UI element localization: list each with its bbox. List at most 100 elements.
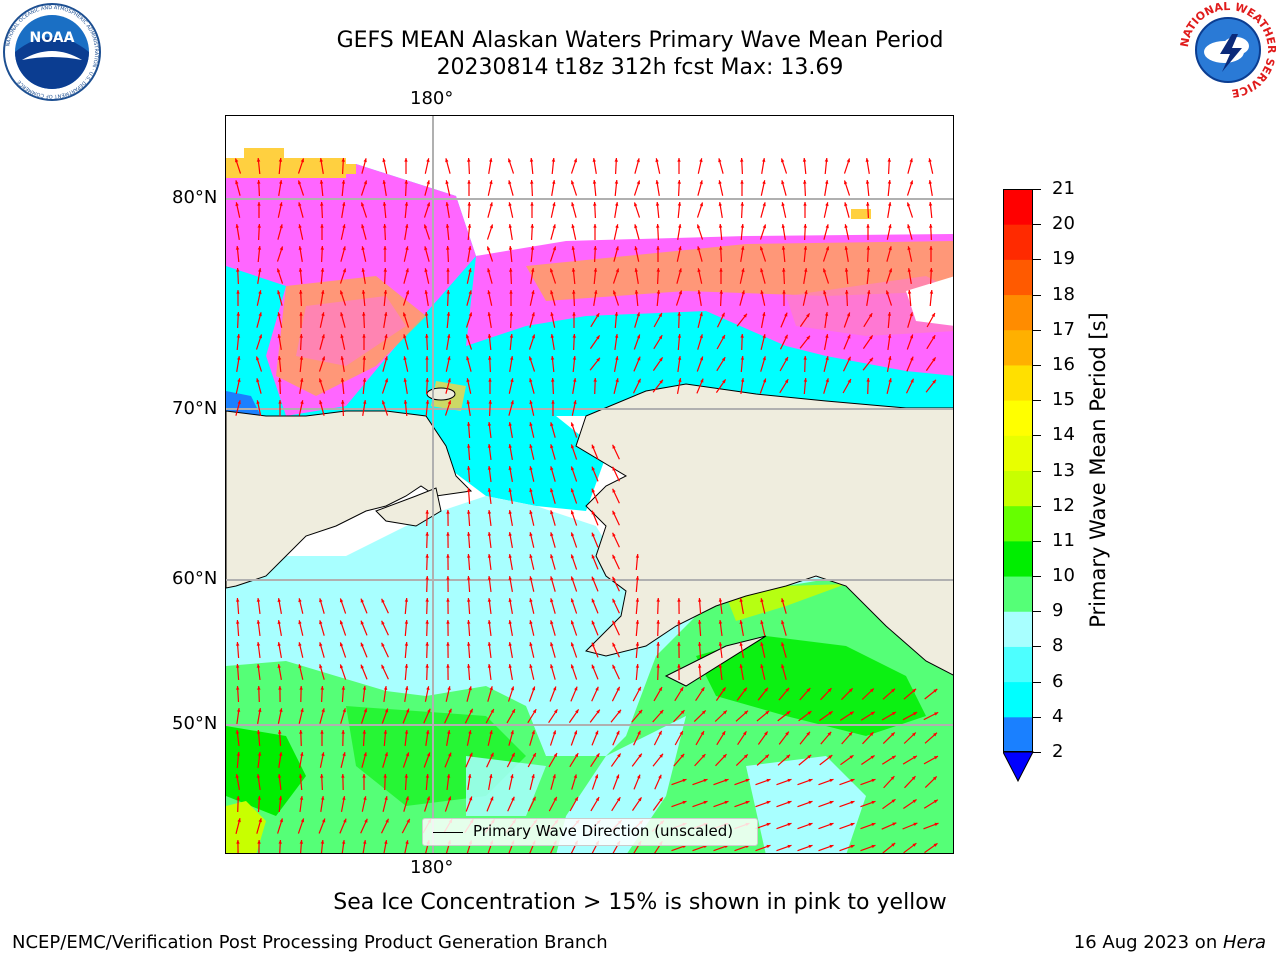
wave-arrow-head — [829, 800, 834, 805]
wave-arrow-head — [596, 709, 600, 714]
wave-arrow-head — [384, 356, 388, 361]
wave-arrow-head — [570, 488, 575, 493]
wave-arrow-head — [866, 378, 870, 382]
wave-arrow-head — [425, 774, 430, 778]
wave-arrow-head — [446, 510, 450, 514]
colorbar-band — [1003, 540, 1033, 577]
wave-arrow-head — [424, 312, 429, 316]
wave-arrow-head — [760, 664, 764, 669]
wave-arrow-head — [762, 180, 766, 185]
wave-arrow-head — [340, 334, 344, 339]
wave-arrow-head — [550, 356, 555, 360]
wave-arrow-head — [762, 224, 766, 229]
wave-arrow-head — [363, 840, 367, 844]
wave-arrow-head — [594, 290, 598, 294]
wave-arrow-head — [426, 202, 430, 207]
wave-arrow-head — [404, 664, 409, 668]
wave-arrow-head — [701, 754, 706, 758]
wave-arrow-head — [655, 202, 660, 206]
wave-arrow-head — [866, 224, 870, 228]
wave-arrow-head — [487, 488, 492, 492]
wave-arrow-head — [340, 356, 344, 360]
wave-arrow-head — [487, 268, 491, 273]
colorbar-tick-label: 9 — [1052, 600, 1064, 622]
wave-arrow-head — [553, 686, 557, 691]
wave-arrow-head — [803, 356, 807, 360]
wave-arrow-head — [382, 202, 387, 206]
wave-arrow-head — [382, 158, 386, 163]
wave-arrow-head — [721, 335, 725, 339]
wave-arrow-head — [490, 709, 494, 713]
wave-arrow-head — [849, 711, 854, 716]
wave-arrow-head — [468, 246, 472, 250]
wave-arrow-head — [591, 620, 595, 625]
wave-arrow-head — [760, 642, 764, 647]
wave-arrow-head — [236, 268, 240, 272]
colorbar-tick — [1033, 576, 1041, 578]
wave-arrow-head — [319, 180, 324, 184]
wave-arrow-head — [679, 731, 683, 735]
wave-arrow-head — [361, 224, 365, 229]
wave-arrow-head — [425, 356, 429, 360]
wave-arrow-head — [468, 290, 472, 295]
wave-arrow-head — [531, 686, 536, 691]
wave-arrow-head — [298, 598, 302, 603]
wave-arrow-head — [361, 268, 365, 272]
wave-arrow-head — [426, 686, 430, 690]
wave-arrow-head — [787, 778, 792, 783]
wave-arrow-head — [425, 400, 430, 404]
wave-arrow-head — [446, 268, 450, 272]
wave-arrow-head — [550, 488, 554, 493]
colorbar-tick-label: 4 — [1052, 705, 1064, 727]
wave-arrow-head — [888, 224, 892, 229]
wave-arrow-head — [384, 312, 388, 316]
noaa-logo: NOAA NATIONAL OCEANIC AND ATMOSPHERIC AD… — [3, 3, 101, 101]
sea-ice-caption: Sea Ice Concentration > 15% is shown in … — [333, 890, 947, 915]
wave-arrow-head — [509, 290, 513, 294]
wave-arrow-head — [384, 796, 388, 801]
wave-arrow-head — [363, 708, 367, 713]
wave-arrow-head — [570, 554, 575, 559]
wave-arrow-head — [890, 732, 895, 737]
wave-arrow-head — [823, 268, 827, 273]
wave-arrow-head — [722, 379, 726, 384]
wave-arrow-head — [529, 488, 533, 493]
wave-arrow-head — [361, 202, 365, 207]
footer-credit: NCEP/EMC/Verification Post Processing Pr… — [12, 932, 608, 953]
wave-arrow-head — [869, 335, 873, 340]
wave-arrow-head — [808, 822, 813, 827]
wave-arrow-head — [278, 752, 283, 756]
wave-arrow-head — [277, 620, 281, 624]
wave-arrow-head — [634, 246, 638, 251]
wave-arrow-head — [362, 774, 366, 778]
wave-arrow-head — [847, 356, 851, 361]
wave-arrow-head — [591, 554, 595, 559]
wave-arrow-head — [363, 180, 367, 185]
wave-arrow-head — [381, 664, 385, 669]
wave-arrow-head — [912, 843, 917, 847]
wave-arrow-head — [740, 334, 744, 338]
wave-arrow-head — [699, 356, 704, 361]
wave-arrow-head — [256, 356, 260, 361]
wave-arrow-head — [658, 313, 662, 317]
wave-arrow-head — [237, 378, 241, 383]
wave-arrow-head — [256, 774, 261, 778]
wave-arrow-head — [550, 620, 554, 625]
wave-arrow-head — [320, 246, 324, 250]
wave-arrow-head — [678, 224, 682, 228]
wave-arrow-head — [929, 224, 933, 228]
lat-label-70: 70°N — [172, 398, 218, 419]
wave-arrow-head — [424, 268, 428, 273]
wave-arrow-head — [573, 774, 577, 779]
colorbar-extend-triangle — [1003, 751, 1034, 782]
wave-arrow-head — [382, 180, 386, 184]
wave-arrow-head — [656, 224, 660, 228]
wave-arrow-head — [825, 246, 829, 251]
wave-arrow-head — [571, 202, 575, 207]
wave-arrow-head — [383, 290, 388, 294]
wave-arrow-head — [277, 290, 281, 295]
wave-arrow-head — [258, 708, 262, 712]
wave-arrow-head — [766, 778, 771, 783]
wave-arrow-head — [300, 158, 304, 163]
colorbar-tick-label: 15 — [1052, 389, 1075, 411]
